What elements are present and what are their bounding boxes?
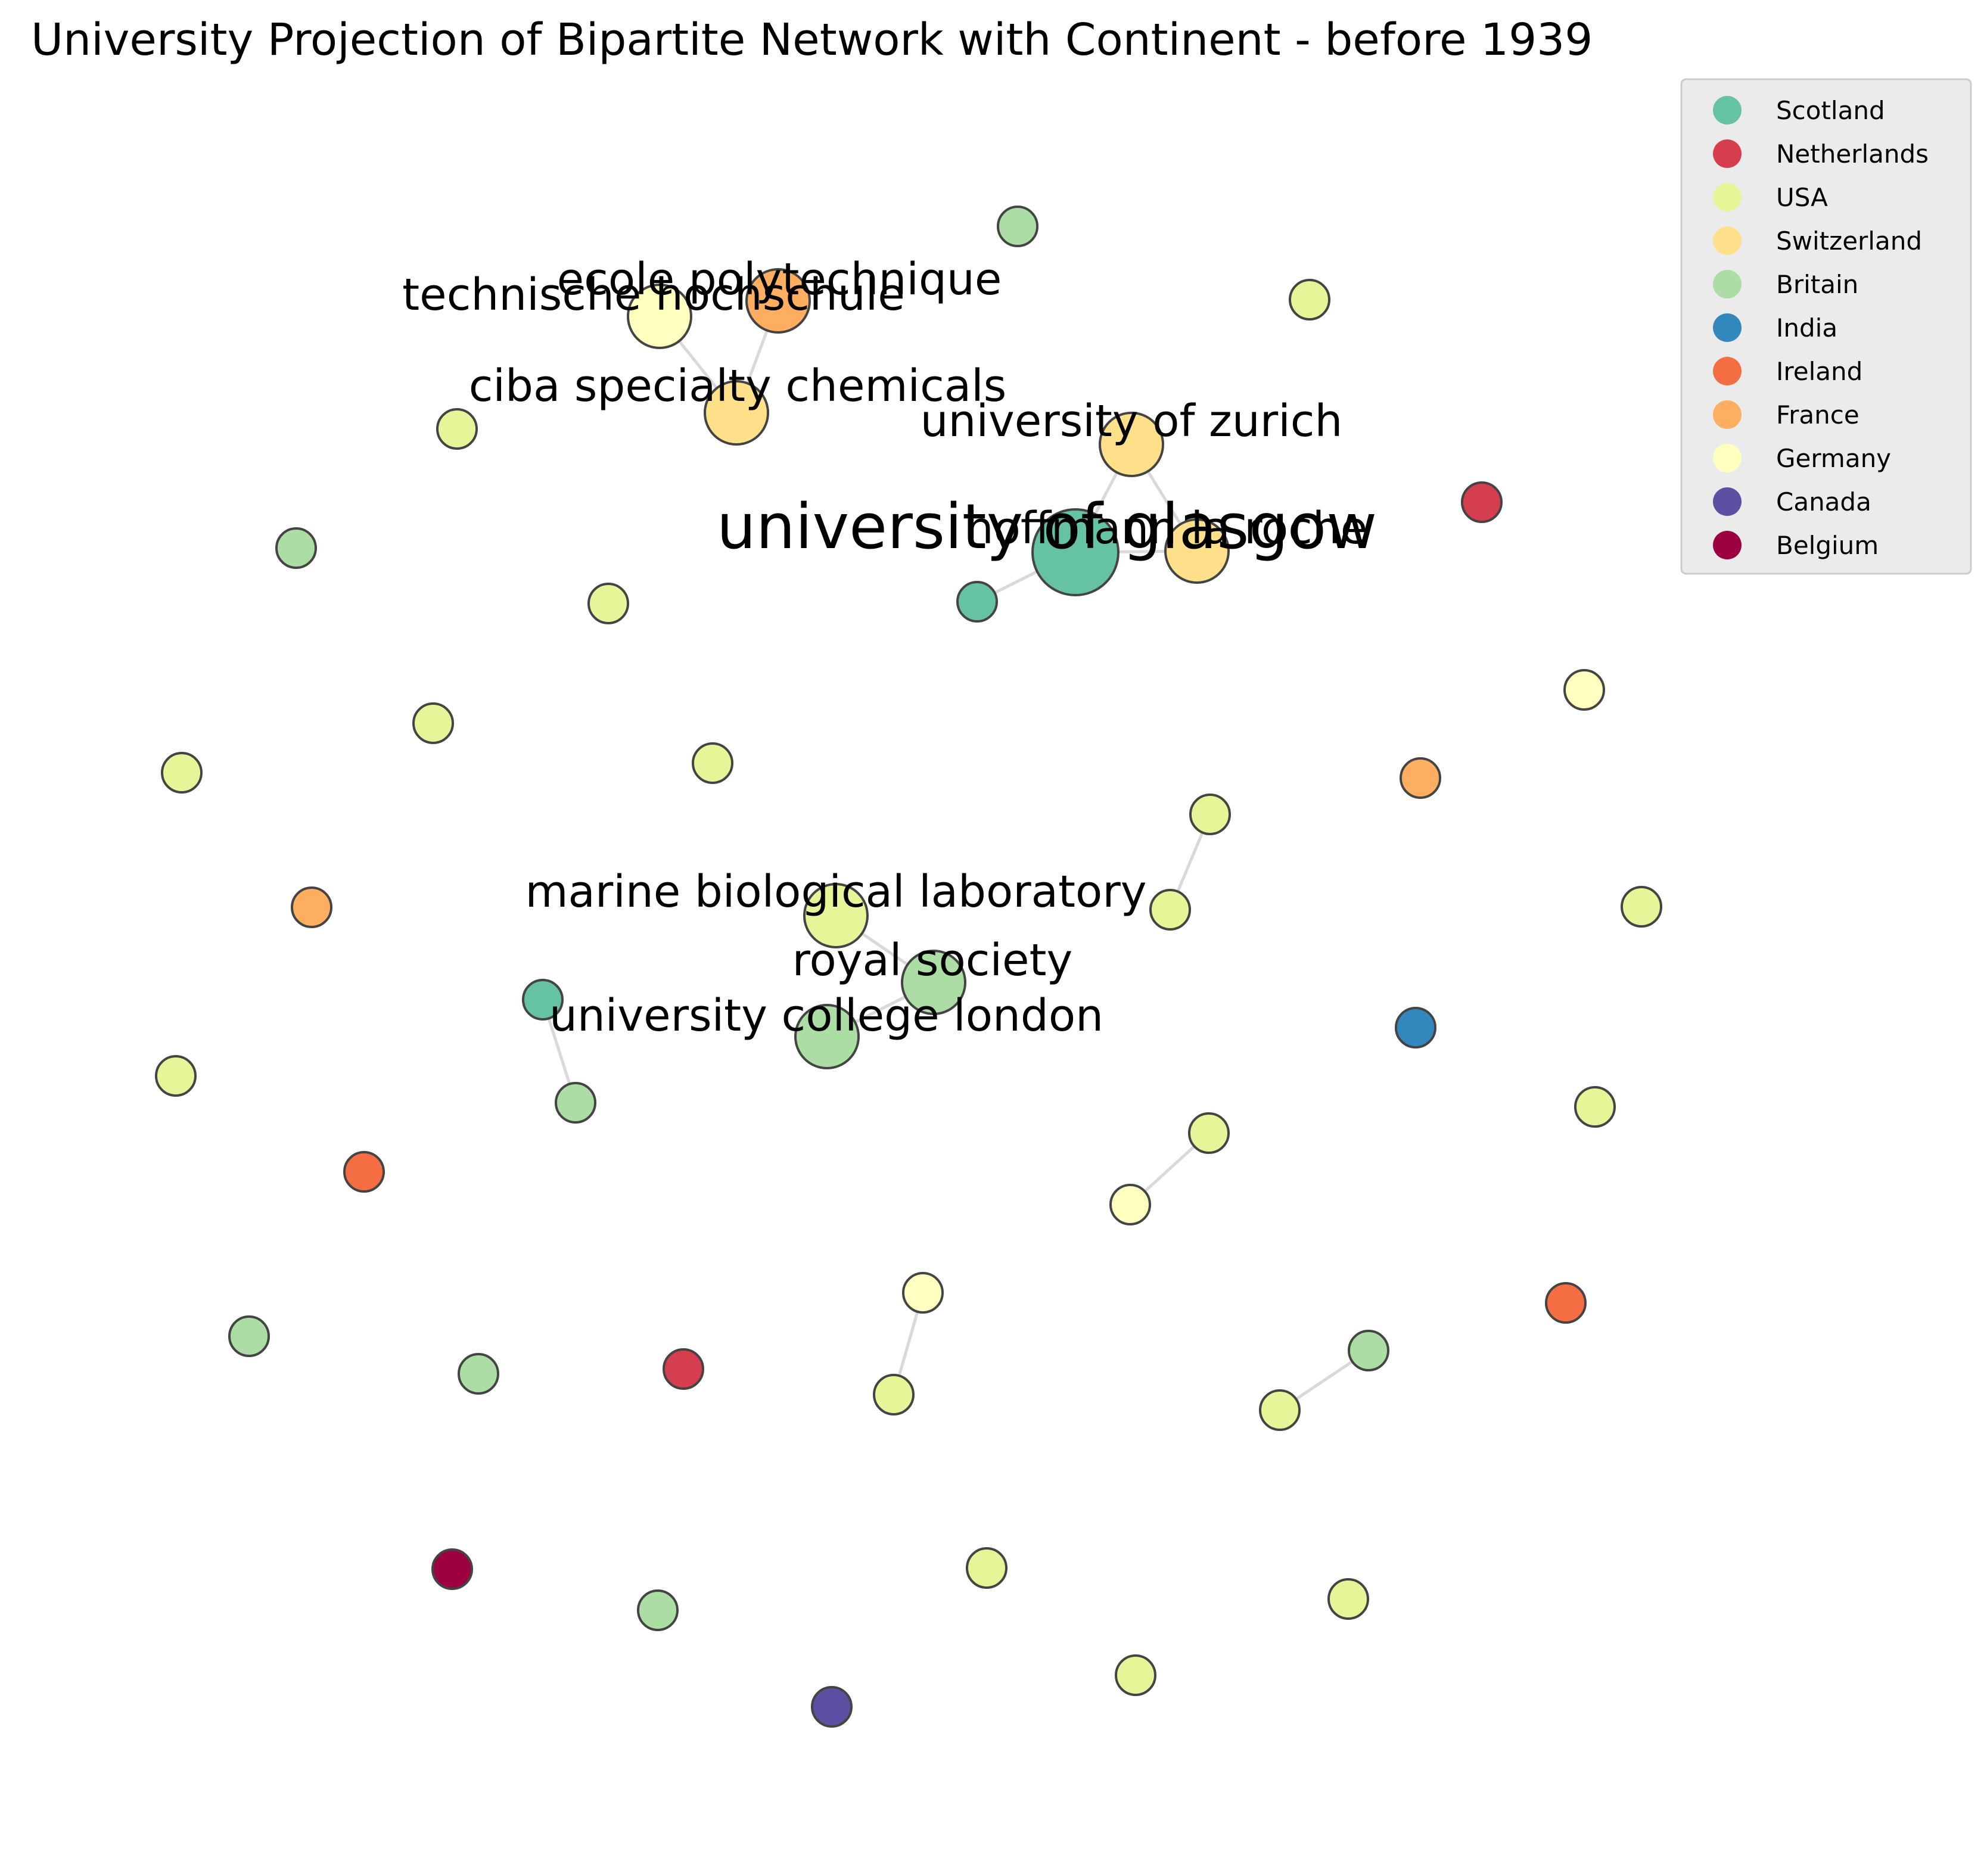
node-polytechnique (745, 268, 811, 334)
network-node (1109, 1184, 1151, 1225)
node-hochschule (627, 284, 692, 349)
network-node (1621, 886, 1662, 928)
legend-label: France (1776, 400, 1859, 430)
network-node (1188, 1112, 1230, 1154)
legend-marker (1713, 139, 1742, 168)
network-node (458, 1353, 499, 1395)
network-node (873, 1374, 915, 1415)
legend-marker (1713, 357, 1742, 385)
network-node (1327, 1578, 1369, 1620)
nodes-layer (155, 206, 1662, 1728)
node-label-hochschule: technische hochschule (402, 269, 905, 321)
legend-marker (1713, 226, 1742, 255)
network-node (155, 1055, 197, 1097)
network-node (811, 1686, 853, 1728)
network-node (1259, 1389, 1301, 1431)
chart-title: University Projection of Bipartite Netwo… (31, 14, 1593, 66)
legend-marker (1713, 313, 1742, 342)
legend-label: Scotland (1776, 96, 1885, 125)
network-node (161, 752, 203, 794)
network-node (228, 1315, 270, 1357)
node-label-ucl: university college london (549, 990, 1103, 1041)
node-label-mbl: marine biological laboratory (525, 866, 1146, 917)
legend-box (1680, 78, 1972, 575)
legend-marker (1713, 400, 1742, 429)
network-node (291, 886, 332, 928)
legend-marker (1713, 487, 1742, 516)
network-node (343, 1151, 385, 1193)
network-node (637, 1589, 679, 1631)
node-label-glasgow: university of glasgow (717, 490, 1377, 563)
legend-label: India (1776, 313, 1837, 343)
network-node (522, 979, 564, 1021)
node-glasgow (1031, 508, 1120, 596)
node-zurich (1099, 412, 1164, 477)
network-node (1149, 889, 1191, 931)
network-node (1400, 757, 1441, 799)
network-node (692, 742, 733, 784)
node-ciba (704, 380, 769, 446)
network-node (555, 1082, 596, 1124)
legend-marker (1713, 531, 1742, 559)
node-ucl (794, 1004, 860, 1069)
node-royal (901, 950, 966, 1015)
legend-label: Britain (1776, 270, 1858, 299)
legend-label: Canada (1776, 487, 1871, 517)
network-node (587, 583, 629, 624)
network-node (1545, 1282, 1587, 1324)
network-node (412, 702, 454, 744)
node-label-ciba: ciba specialty chemicals (469, 360, 1007, 412)
node-label-polytechnique: ecole polytechnique (557, 254, 1002, 305)
legend-marker (1713, 96, 1742, 125)
node-mbl (803, 883, 869, 948)
network-node (1395, 1007, 1436, 1049)
network-node (1461, 481, 1503, 523)
legend-marker (1713, 183, 1742, 211)
network-node (956, 581, 998, 623)
node-label-royal: royal society (792, 935, 1073, 986)
network-node (663, 1348, 704, 1390)
network-node (436, 408, 478, 450)
legend-label: Switzerland (1776, 226, 1922, 256)
node-label-hoffmann: hoffmann la roche (966, 503, 1368, 554)
legend-label: Netherlands (1776, 139, 1929, 169)
network-node (1189, 794, 1231, 835)
network-node (966, 1547, 1008, 1589)
legend-label: Germany (1776, 444, 1891, 473)
network-node (997, 206, 1038, 247)
network-node (1115, 1654, 1156, 1696)
network-node (1563, 669, 1605, 711)
network-node (1348, 1330, 1389, 1371)
node-hoffmann (1164, 518, 1230, 584)
node-label-zurich: university of zurich (921, 396, 1343, 447)
legend-label: Ireland (1776, 357, 1862, 386)
legend: Scotland Netherlands USA Switzerland Britain… (1680, 78, 1972, 575)
legend-label: Belgium (1776, 531, 1879, 560)
legend-marker (1713, 444, 1742, 472)
network-node (275, 527, 317, 569)
network-node (431, 1548, 473, 1590)
network-node (1574, 1086, 1616, 1128)
network-node (1289, 279, 1330, 321)
network-node (902, 1272, 944, 1314)
legend-label: USA (1776, 183, 1828, 212)
legend-marker (1713, 270, 1742, 298)
edges-layer (541, 300, 1370, 1412)
